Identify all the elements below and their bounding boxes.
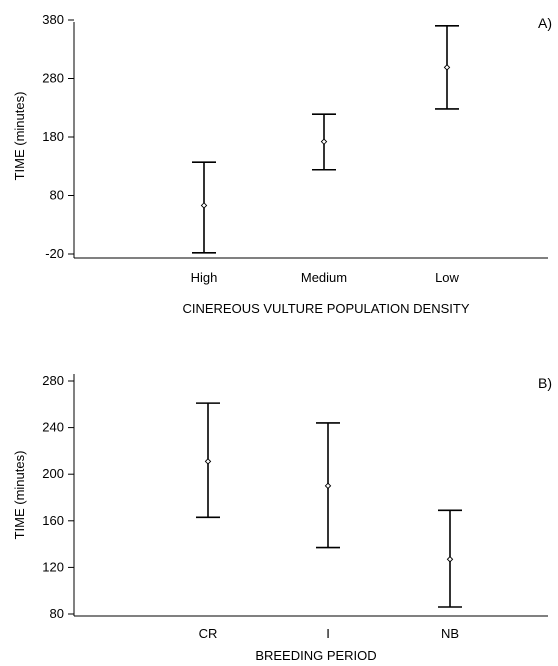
x-category-label: CR [199, 626, 218, 641]
error-bars [192, 25, 459, 254]
mean-point [324, 482, 332, 490]
y-tick-label: 120 [42, 559, 64, 574]
mean-point [446, 556, 454, 563]
mean-point [443, 64, 451, 71]
x-category-label: NB [441, 626, 459, 641]
y-tick-label: 160 [42, 513, 64, 528]
panel-label-b: B) [538, 375, 552, 391]
y-tick-label: 280 [42, 71, 64, 86]
panel-b: B) BREEDING PERIOD TIME (minutes) 80 120 1… [12, 373, 552, 663]
x-category-label: Medium [301, 270, 347, 285]
y-tick-label: 200 [42, 466, 64, 481]
x-category-labels: High Medium Low [191, 270, 460, 285]
x-category-label: Low [435, 270, 459, 285]
y-tick-label: 280 [42, 373, 64, 388]
y-ticks: 80 120 160 200 240 280 [42, 373, 74, 621]
panel-label-a: A) [538, 15, 552, 31]
x-axis-title: BREEDING PERIOD [255, 648, 376, 663]
y-axis-title: TIME (minutes) [12, 451, 27, 540]
mean-point [200, 202, 208, 209]
y-tick-label: 80 [50, 188, 64, 203]
error-bars [196, 402, 462, 608]
y-tick-label: 380 [42, 12, 64, 27]
x-category-label: High [191, 270, 218, 285]
y-axis-title: TIME (minutes) [12, 92, 27, 181]
x-category-labels: CR I NB [199, 626, 459, 641]
y-tick-label: 80 [50, 606, 64, 621]
mean-point [204, 458, 212, 465]
y-tick-label: -20 [45, 246, 64, 261]
mean-point [320, 138, 328, 145]
y-tick-label: 180 [42, 129, 64, 144]
x-category-label: I [326, 626, 330, 641]
y-tick-label: 240 [42, 420, 64, 435]
x-axis-title: CINEREOUS VULTURE POPULATION DENSITY [182, 301, 469, 316]
panel-a: A) CINEREOUS VULTURE POPULATION DENSITY … [12, 12, 552, 316]
y-ticks: -20 80 180 280 380 [42, 12, 74, 261]
